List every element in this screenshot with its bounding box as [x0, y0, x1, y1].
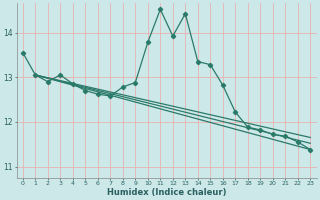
X-axis label: Humidex (Indice chaleur): Humidex (Indice chaleur)	[107, 188, 226, 197]
